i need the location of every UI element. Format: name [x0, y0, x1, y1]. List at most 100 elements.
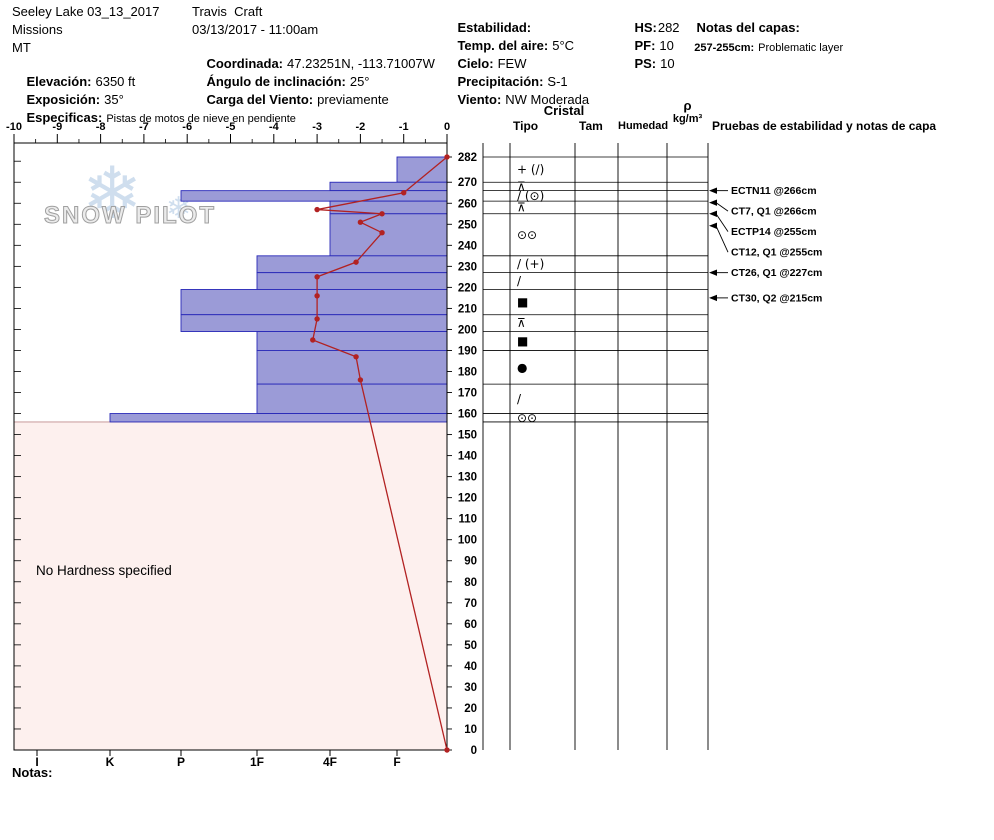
depth-axis-label: 30 — [464, 682, 477, 694]
stability-test-label: CT7, Q1 @266cm — [731, 206, 817, 218]
temp-axis-label: -6 — [182, 121, 192, 133]
depth-axis-label: 10 — [464, 724, 477, 736]
grain-type-symbol: ⊼ — [517, 200, 526, 214]
depth-axis-label: 150 — [458, 430, 477, 442]
temperature-point — [444, 154, 450, 160]
hardness-bar-layer-2 — [329, 181, 448, 192]
density-column-header: ρ — [683, 98, 692, 113]
test-arrow-line — [715, 225, 729, 253]
site-region: Missions — [12, 22, 63, 37]
grain-type-symbol: ■ — [517, 295, 528, 309]
air-temp-value: 5°C — [552, 38, 575, 53]
hs-value: 282 — [657, 20, 680, 35]
wind-loading-value: previamente — [317, 92, 389, 107]
wind-loading-row: Carga del Viento: previamente — [192, 76, 389, 124]
test-arrow-head-icon — [709, 199, 717, 206]
depth-axis-label: 80 — [464, 577, 477, 589]
aspect-value: 35° — [104, 92, 124, 107]
depth-axis-label: 0 — [471, 745, 477, 757]
hardness-axis-label: 1F — [250, 755, 264, 769]
grain-type-column-header: Tipo — [513, 119, 539, 133]
precip-value: S-1 — [547, 74, 568, 89]
temp-axis-label: -7 — [139, 121, 149, 133]
depth-axis-label: 210 — [458, 303, 477, 315]
site-title: Seeley Lake 03_13_2017 — [12, 4, 160, 19]
notes-footer-label: Notas: — [12, 765, 53, 780]
hardness-axis-label: I — [35, 755, 38, 769]
coordinates-value: 47.23251N, -113.71007W — [287, 56, 435, 71]
watermark-text: SNOW PILOT — [44, 202, 216, 230]
depth-axis-label: 230 — [458, 261, 477, 273]
grain-type-symbol: ⊙⊙ — [517, 228, 537, 242]
test-arrow-head-icon — [709, 269, 717, 276]
grain-type-symbol: ⊙⊙ — [517, 411, 537, 425]
stability-test-label: ECTN11 @266cm — [731, 185, 817, 197]
temp-axis-label: -8 — [96, 121, 106, 133]
hardness-bar-layer-11 — [256, 350, 448, 385]
stability-row: Estabilidad: — [443, 4, 531, 52]
stability-test-label: CT12, Q1 @255cm — [731, 247, 822, 259]
hs-row: HS:282 — [620, 4, 680, 52]
stability-test-label: CT26, Q1 @227cm — [731, 267, 822, 279]
depth-axis-label: 200 — [458, 324, 477, 336]
depth-axis-label: 40 — [464, 661, 477, 673]
temperature-point — [401, 190, 407, 196]
incline-value: 25° — [349, 74, 370, 89]
wind-loading-label: Carga del Viento: — [206, 92, 314, 107]
depth-axis-label: 70 — [464, 598, 477, 610]
depth-axis-label: 140 — [458, 451, 477, 463]
sky-row: Cielo: FEW — [443, 40, 526, 88]
depth-axis-label: 260 — [458, 198, 477, 210]
coordinates-label: Coordinada: — [206, 56, 284, 71]
layer-note-row: 257-255cm: Problematic layer — [682, 24, 843, 72]
aspect-label: Exposición: — [26, 92, 101, 107]
depth-axis-label: 282 — [458, 152, 477, 164]
precip-row: Precipitación: S-1 — [443, 58, 568, 106]
grain-type-symbol: ⊼ — [517, 316, 526, 330]
coordinates-row: Coordinada: 47.23251N, -113.71007W — [192, 40, 435, 88]
air-temp-row: Temp. del aire: 5°C — [443, 22, 574, 70]
wind-row: Viento: NW Moderada — [443, 76, 589, 124]
stability-tests-column-header: Pruebas de estabilidad y notas de capa — [712, 119, 937, 133]
grain-type-symbol: + (/) — [517, 163, 544, 177]
hs-label: HS: — [634, 20, 657, 35]
depth-axis-label: 240 — [458, 240, 477, 252]
temp-axis-label: -1 — [399, 121, 409, 133]
temperature-point — [314, 316, 320, 322]
test-arrow-head-icon — [709, 187, 717, 194]
grain-type-symbol: / — [517, 274, 522, 288]
test-arrow-head-icon — [709, 294, 717, 302]
depth-axis-label: 50 — [464, 640, 477, 652]
hardness-bar-layer-3 — [180, 190, 448, 202]
observation-datetime: 03/13/2017 - 11:00am — [192, 22, 319, 37]
depth-axis-label: 180 — [458, 366, 477, 378]
temperature-point — [357, 377, 364, 383]
precip-label: Precipitación: — [457, 74, 544, 89]
specifics-label: Especificas: — [26, 110, 103, 125]
hardness-bar-layer-7 — [256, 272, 448, 290]
layer-notes-title: Notas del capas: — [682, 4, 799, 52]
temperature-point — [379, 211, 385, 217]
temperature-point — [444, 747, 450, 753]
grain-size-column-header: Tam — [579, 119, 603, 133]
test-arrow-head-icon — [709, 222, 717, 229]
temp-axis-label: -4 — [269, 121, 280, 133]
layer-note-range: 257-255cm: — [694, 42, 755, 54]
site-state: MT — [12, 40, 31, 55]
layer-note-text: Problematic layer — [758, 42, 844, 54]
grain-type-symbol: ● — [517, 360, 527, 374]
temp-axis-label: -2 — [356, 121, 366, 133]
specifics-row: Especificas: Pistas de motos de nieve en … — [12, 94, 295, 143]
crystal-column-group-header: Cristal — [543, 103, 585, 118]
elevation-value: 6350 ft — [95, 74, 136, 89]
sky-label: Cielo: — [457, 56, 494, 71]
depth-axis-label: 110 — [458, 514, 477, 526]
ps-row: PS: 10 — [620, 40, 674, 88]
temp-axis-label: -5 — [226, 121, 236, 133]
temperature-point — [357, 219, 364, 225]
depth-axis-label: 60 — [464, 619, 477, 631]
wind-label: Viento: — [457, 92, 502, 107]
depth-axis-label: 250 — [458, 219, 477, 231]
pf-label: PF: — [634, 38, 656, 53]
temperature-point — [310, 337, 316, 343]
